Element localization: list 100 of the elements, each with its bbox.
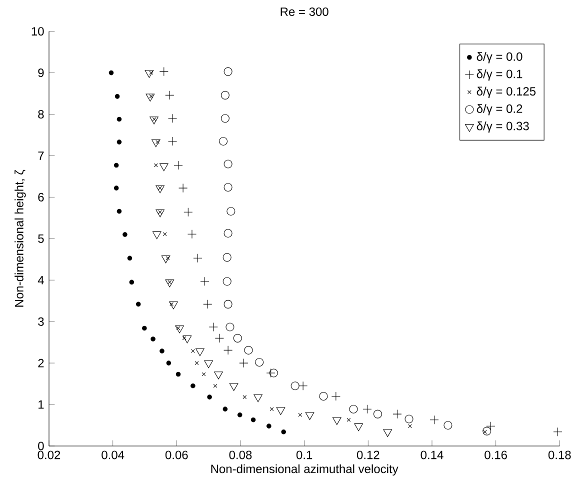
point	[222, 253, 232, 262]
point	[168, 280, 172, 284]
point	[184, 208, 193, 217]
point	[305, 412, 314, 420]
point	[362, 404, 372, 414]
x-tick-label: 0.06	[165, 450, 188, 460]
point	[226, 322, 234, 332]
point	[182, 336, 192, 344]
x-tick-label: 0.02	[38, 450, 60, 460]
point	[349, 404, 358, 414]
y-tick-label: 8	[38, 110, 44, 119]
x-tick-label: 0.12	[356, 450, 380, 460]
point	[346, 418, 351, 422]
point	[224, 160, 232, 168]
point	[383, 429, 392, 437]
point	[108, 70, 114, 76]
point	[250, 417, 256, 422]
point	[190, 383, 196, 388]
point	[178, 184, 188, 193]
point	[165, 280, 174, 288]
point	[233, 334, 242, 342]
x-axis-title: Non-dimensional azimuthal velocity	[211, 464, 398, 476]
point	[213, 384, 218, 388]
point	[276, 407, 286, 415]
point	[159, 67, 168, 76]
point	[220, 90, 230, 100]
point	[214, 334, 224, 343]
point	[224, 346, 233, 355]
y-tick-label: 3	[38, 317, 44, 326]
point	[169, 302, 178, 310]
legend-label: δ/γ = 0.125	[476, 86, 536, 98]
point	[122, 232, 128, 237]
x-tick-label: 0.04	[102, 450, 124, 460]
point	[266, 368, 276, 378]
point	[149, 70, 154, 75]
point	[207, 394, 212, 400]
point	[150, 116, 158, 124]
point	[193, 254, 202, 263]
point	[373, 410, 382, 418]
x-tick-label: 0.1	[296, 450, 312, 460]
point	[229, 383, 238, 391]
point	[430, 415, 439, 424]
point	[298, 412, 302, 417]
x-tick-label: 0.18	[548, 450, 571, 460]
point	[175, 326, 184, 334]
point	[114, 94, 120, 99]
y-tick-label: 6	[38, 192, 44, 202]
point	[204, 360, 214, 368]
point	[214, 372, 223, 380]
point	[254, 394, 262, 402]
point	[160, 348, 164, 354]
point	[162, 232, 167, 236]
point	[190, 349, 195, 353]
point	[200, 276, 210, 286]
y-tick-label: 1	[38, 400, 44, 409]
point	[237, 412, 242, 418]
point	[142, 326, 147, 331]
y-tick-label: 5	[38, 234, 44, 243]
point	[168, 136, 178, 146]
point	[129, 280, 134, 285]
point	[220, 114, 230, 123]
point	[255, 358, 264, 366]
point	[239, 358, 248, 368]
point	[114, 186, 119, 190]
y-tick-label: 7	[38, 152, 44, 160]
point	[174, 160, 183, 170]
legend-label: δ/γ = 0.33	[476, 121, 529, 133]
point	[166, 256, 170, 260]
point	[156, 209, 164, 218]
point	[194, 361, 199, 366]
point	[182, 336, 186, 340]
point	[244, 346, 253, 354]
point	[136, 302, 141, 307]
x-tick-label: 0.08	[229, 450, 252, 460]
point	[222, 277, 232, 286]
point	[116, 116, 122, 122]
legend-label: δ/γ = 0.1	[476, 69, 522, 81]
point	[408, 424, 412, 428]
point	[168, 114, 178, 123]
point	[127, 256, 132, 261]
y-tick-label: 0	[38, 442, 44, 450]
point	[332, 417, 342, 425]
point	[392, 410, 402, 419]
point	[116, 208, 122, 214]
point	[331, 392, 340, 401]
point	[553, 427, 562, 436]
point	[161, 255, 170, 264]
point	[176, 326, 180, 330]
point	[151, 139, 160, 148]
y-tick-label: 9	[38, 68, 44, 78]
point	[203, 300, 212, 309]
point	[270, 407, 274, 412]
point	[281, 429, 286, 434]
point	[170, 302, 174, 306]
legend-label: δ/γ = 0.0	[476, 52, 522, 64]
point	[146, 94, 155, 102]
point	[144, 70, 154, 78]
point	[266, 424, 272, 428]
y-tick-label: 4	[38, 276, 44, 284]
legend-label: δ/γ = 0.2	[476, 104, 522, 116]
